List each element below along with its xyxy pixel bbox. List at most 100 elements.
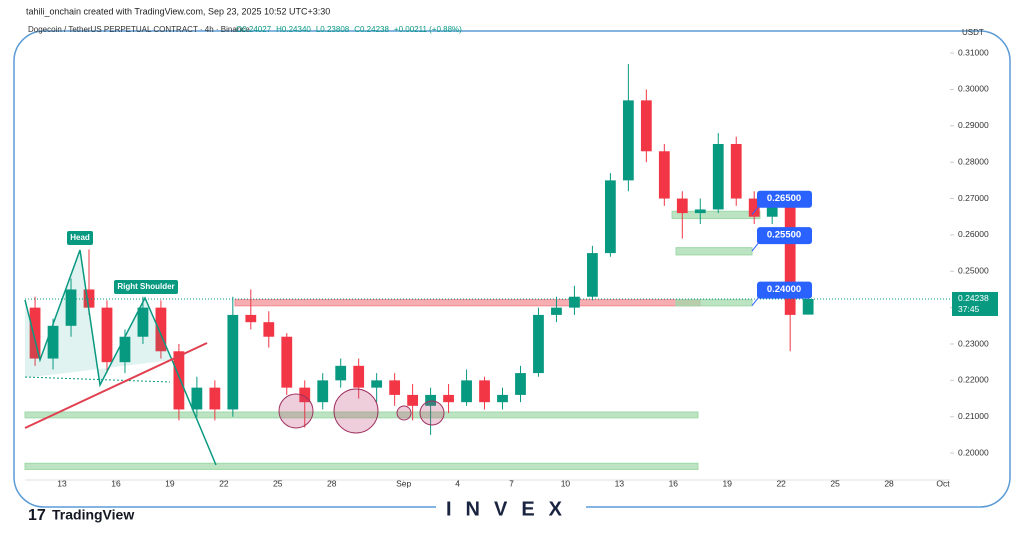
candle-body [551, 307, 562, 315]
y-tick-label: 0.23000 [958, 338, 989, 348]
candle-body [497, 394, 508, 403]
candle-body [281, 336, 293, 388]
candle-body [65, 289, 77, 326]
candle-body [83, 289, 95, 308]
watermark: INVEX [446, 498, 576, 520]
circle [419, 400, 445, 426]
candle-body [29, 307, 41, 359]
y-tick-label: 0.25000 [958, 266, 989, 276]
y-tick-label: 0.27000 [958, 193, 989, 203]
candle-body [389, 380, 401, 395]
candle-body [425, 394, 436, 406]
annotation-box [114, 280, 178, 294]
x-tick-label: 13 [615, 478, 625, 488]
zone [24, 462, 699, 470]
x-tick-label: 7 [509, 478, 514, 488]
x-tick-label: Sep [396, 478, 411, 488]
y-tick-label: 0.28000 [958, 156, 989, 166]
countdown: 37:45 [958, 304, 980, 314]
callout-box [757, 227, 812, 245]
candle-body [461, 380, 472, 403]
x-tick-label: 22 [776, 478, 786, 488]
candle-body [317, 380, 329, 403]
legend-value: H0.24340 [276, 25, 311, 34]
x-tick-label: 22 [219, 478, 229, 488]
zone [675, 299, 753, 307]
circle [278, 393, 314, 429]
x-tick-label: 16 [111, 478, 121, 488]
y-tick-label: 0.29000 [958, 120, 989, 130]
candle-body [209, 387, 221, 410]
y-tick-label: 0.30000 [958, 84, 989, 94]
callout-label: 0.26500 [767, 193, 801, 204]
candle-body [119, 336, 131, 363]
candle-body [748, 198, 760, 217]
candle-body [640, 100, 652, 152]
circle [396, 405, 412, 421]
zone [671, 210, 761, 220]
candle-body [101, 307, 113, 363]
last-price-tag [952, 291, 998, 316]
candle-body [766, 205, 778, 217]
candle-body [533, 314, 544, 374]
candle-body [784, 205, 796, 315]
candle-body [407, 394, 419, 406]
last-price-label: 0.24238 [958, 293, 989, 303]
annotation: Head [70, 233, 90, 242]
candle-body [173, 351, 185, 410]
candle-body [191, 387, 203, 410]
candle-body [263, 322, 275, 337]
y-tick-label: 0.26000 [958, 229, 989, 239]
pattern-fill [25, 250, 172, 385]
currency: USDT [962, 28, 984, 37]
candle-body [299, 387, 311, 403]
x-tick-label: 28 [327, 478, 337, 488]
zone [24, 411, 699, 419]
brand: TradingView [52, 507, 134, 523]
frame [13, 30, 1011, 508]
legend-value: L0.23808 [316, 25, 350, 34]
x-tick-label: 16 [669, 478, 679, 488]
candle-body [443, 394, 454, 403]
y-tick-label: 0.21000 [958, 411, 989, 421]
neckline [24, 376, 171, 383]
candle-body [730, 144, 742, 199]
x-tick-label: 25 [273, 478, 283, 488]
candle-body [371, 380, 383, 388]
candle-body [569, 296, 580, 308]
candle-body [155, 307, 167, 352]
callout-box [757, 190, 812, 208]
candle-body [712, 144, 724, 210]
candle-body [47, 325, 59, 359]
pattern [24, 249, 445, 466]
zone [675, 247, 753, 256]
annotation-box [67, 231, 93, 245]
plot [24, 64, 814, 470]
candle-body [245, 314, 257, 323]
candle-body [658, 151, 670, 199]
candle-body [335, 365, 347, 381]
legend-value: +0.00211 (+0.88%) [394, 25, 462, 34]
x-tick-label: 28 [884, 478, 894, 488]
tv-icon: 17 [28, 507, 46, 524]
y-tick-label: 0.31000 [958, 47, 989, 57]
candle-body [604, 180, 616, 254]
candle-body [137, 307, 149, 337]
x-tick-label: 25 [830, 478, 840, 488]
candle-body [694, 209, 706, 214]
created-by: tahili_onchain created with TradingView.… [26, 6, 330, 16]
annotation: Right Shoulder [117, 282, 174, 291]
callout-label: 0.24000 [767, 284, 801, 295]
candle-body [353, 365, 365, 388]
x-tick-label: 19 [723, 478, 733, 488]
x-tick-label: Oct [936, 478, 950, 488]
x-tick-label: 4 [455, 478, 460, 488]
frame-gap [436, 500, 586, 516]
legend-value: O0.24027 [236, 25, 272, 34]
candle-body [676, 198, 688, 214]
circle [333, 388, 379, 434]
y-tick-label: 0.20000 [958, 447, 989, 457]
candle-body [515, 373, 526, 395]
candle-body [479, 380, 490, 403]
